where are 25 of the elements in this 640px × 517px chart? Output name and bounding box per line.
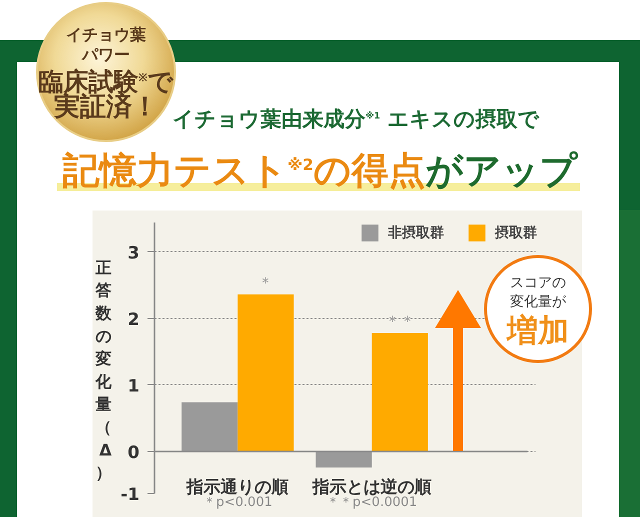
x-tick-label: 指示とは逆の順 bbox=[311, 478, 432, 498]
chart-subtitle: イチョウ葉由来成分$^{※1}$ エキスの摂取で bbox=[172, 107, 540, 131]
bar bbox=[372, 333, 428, 452]
annotation: ＊＊ bbox=[384, 312, 415, 330]
legend-label: 非摂取群 bbox=[388, 224, 444, 242]
legend-label: 摂取群 bbox=[495, 224, 537, 242]
y-tick-label: -1 bbox=[120, 485, 140, 505]
annotation: 増加 bbox=[505, 312, 570, 350]
annotation: 変化量が bbox=[509, 293, 567, 311]
y-tick-label: 1 bbox=[128, 376, 140, 396]
bar bbox=[316, 452, 372, 468]
text: 正答数の変化量（Δ） bbox=[96, 258, 112, 482]
chart-title: 記憶力テスト$^{※2}$の得点がアップ bbox=[62, 148, 579, 194]
text: ＊＊p<0.0001 bbox=[326, 495, 418, 510]
annotation: ＊ bbox=[258, 273, 274, 292]
y-tick-label: 2 bbox=[128, 310, 140, 330]
annotation: スコアの bbox=[509, 274, 567, 292]
text: パワー bbox=[80, 45, 131, 65]
text: イチョウ葉 bbox=[65, 25, 147, 45]
bar bbox=[182, 402, 238, 452]
y-tick-label: 3 bbox=[128, 243, 140, 264]
bar bbox=[238, 294, 294, 452]
x-tick-label: 指示通りの順 bbox=[186, 478, 289, 498]
text: ＊p<0.001 bbox=[203, 495, 272, 510]
y-tick-label: 0 bbox=[128, 443, 140, 464]
